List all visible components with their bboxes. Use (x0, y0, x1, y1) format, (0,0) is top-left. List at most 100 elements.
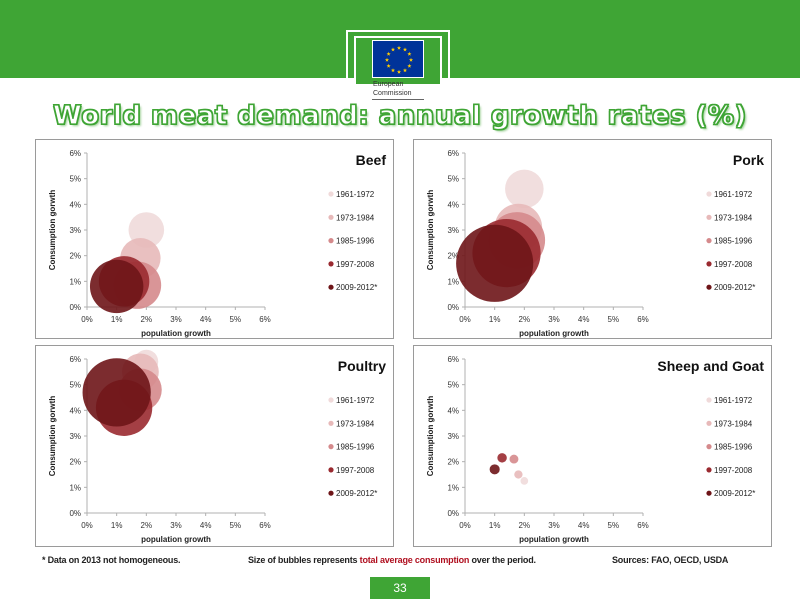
y-tick-label: 2% (447, 252, 459, 261)
legend-marker (328, 397, 334, 403)
bubble-point (520, 477, 529, 485)
x-tick-label: 4% (578, 521, 590, 530)
chart-title: Sheep and Goat (657, 358, 764, 374)
y-tick-label: 2% (447, 458, 459, 467)
y-tick-label: 5% (69, 175, 81, 184)
eu-star (396, 69, 402, 74)
x-tick-label: 3% (170, 521, 182, 530)
poultry-chart-panel: 0% 1% 2% 3% 4% 5% 6% 0% 1% 2% 3% 4% 5% 6% population g… (35, 345, 394, 547)
chart-title: Beef (356, 152, 387, 168)
eu-star (402, 47, 408, 52)
x-tick-label: 0% (81, 315, 93, 324)
legend-marker (328, 490, 334, 496)
chart-title: Pork (733, 152, 764, 168)
legend-marker (706, 490, 712, 496)
x-tick-label: 2% (141, 315, 153, 324)
legend-label: 1961-1972 (714, 396, 753, 405)
bubble-size-note: Size of bubbles represents total average… (248, 555, 536, 565)
legend-label: 1997-2008 (336, 260, 375, 269)
eu-star (386, 63, 391, 68)
bubble-point (505, 169, 544, 209)
eu-star (408, 57, 414, 62)
legend-marker (328, 214, 334, 220)
eu-star (396, 45, 402, 50)
commission-name-line-2: Commission (373, 90, 412, 97)
x-tick-label: 2% (519, 521, 531, 530)
x-tick-label: 3% (548, 521, 560, 530)
x-tick-label: 4% (200, 315, 212, 324)
bubble-point (89, 259, 144, 314)
eu-star (407, 63, 412, 68)
bubble-point (456, 224, 534, 302)
x-tick-label: 3% (548, 315, 560, 324)
y-tick-label: 6% (447, 355, 459, 364)
x-tick-label: 5% (230, 521, 242, 530)
y-tick-label: 5% (69, 381, 81, 390)
y-tick-label: 4% (69, 406, 81, 415)
x-tick-label: 4% (578, 315, 590, 324)
legend-label: 1973-1984 (714, 419, 753, 428)
pork-chart: 0% 1% 2% 3% 4% 5% 6% 0% 1% 2% 3% 4% 5% 6% population g… (426, 149, 764, 338)
x-tick-label: 6% (259, 315, 271, 324)
eu-star (390, 47, 396, 52)
y-tick-label: 1% (447, 277, 459, 286)
legend-label: 2009-2012* (336, 489, 377, 498)
legend-marker (328, 420, 334, 426)
eu-star (386, 51, 391, 56)
x-tick-label: 5% (230, 315, 242, 324)
legend-label: 2009-2012* (714, 489, 755, 498)
x-axis-title: population growth (519, 329, 589, 338)
y-tick-label: 5% (447, 175, 459, 184)
x-axis-title: population growth (141, 329, 211, 338)
commission-name-line-1: European (373, 81, 404, 88)
poultry-chart: 0% 1% 2% 3% 4% 5% 6% 0% 1% 2% 3% 4% 5% 6% population g… (48, 349, 386, 544)
beef-chart: 0% 1% 2% 3% 4% 5% 6% 0% 1% 2% 3% 4% 5% 6% population g… (48, 149, 387, 338)
y-tick-label: 3% (447, 432, 459, 441)
bubble-note-pre: Size of bubbles represents (248, 555, 360, 565)
legend-label: 1961-1972 (336, 396, 375, 405)
commission-name: European Commission (373, 80, 433, 98)
x-tick-label: 6% (637, 315, 649, 324)
y-tick-label: 0% (69, 509, 81, 518)
x-tick-label: 5% (608, 521, 620, 530)
legend-label: 1961-1972 (336, 190, 375, 199)
bubble-note-highlight: total average consumption (359, 555, 470, 565)
legend-marker (706, 261, 712, 267)
legend-label: 2009-2012* (336, 283, 377, 292)
y-tick-label: 5% (447, 381, 459, 390)
legend-marker (706, 467, 712, 473)
y-axis-title: Consumption gorwth (426, 190, 435, 271)
x-tick-label: 1% (489, 315, 501, 324)
legend-label: 1997-2008 (714, 466, 753, 475)
slide-title: World meat demand: annual growth rates (… (52, 100, 747, 131)
y-tick-label: 2% (69, 458, 81, 467)
y-axis-title: Consumption gorwth (48, 396, 57, 477)
bubble-point (509, 454, 519, 464)
legend-label: 1985-1996 (336, 443, 375, 452)
bubble-note-post: over the period. (469, 555, 536, 565)
legend-label: 1985-1996 (714, 443, 753, 452)
page-number: 33 (370, 577, 430, 599)
x-tick-label: 1% (111, 315, 123, 324)
sheep-and-goat-chart: 0% 1% 2% 3% 4% 5% 6% 0% 1% 2% 3% 4% 5% 6% population g… (426, 355, 764, 544)
logo-divider (372, 99, 424, 100)
pork-chart-panel: 0% 1% 2% 3% 4% 5% 6% 0% 1% 2% 3% 4% 5% 6% population g… (413, 139, 772, 339)
legend-label: 1985-1996 (336, 237, 375, 246)
legend-label: 1973-1984 (336, 213, 375, 222)
x-tick-label: 0% (459, 315, 471, 324)
sources-note: Sources: FAO, OECD, USDA (612, 555, 729, 565)
legend-label: 2009-2012* (714, 283, 755, 292)
x-axis-title: population growth (519, 535, 589, 544)
x-tick-label: 0% (81, 521, 93, 530)
y-tick-label: 3% (69, 226, 81, 235)
legend-label: 1985-1996 (714, 237, 753, 246)
eu-star (402, 68, 408, 73)
legend-marker (706, 420, 712, 426)
y-tick-label: 0% (447, 509, 459, 518)
bubble-point (497, 453, 507, 463)
y-tick-label: 0% (69, 303, 81, 312)
x-tick-label: 5% (608, 315, 620, 324)
legend-marker (706, 444, 712, 450)
y-tick-label: 6% (69, 355, 81, 364)
x-tick-label: 1% (111, 521, 123, 530)
